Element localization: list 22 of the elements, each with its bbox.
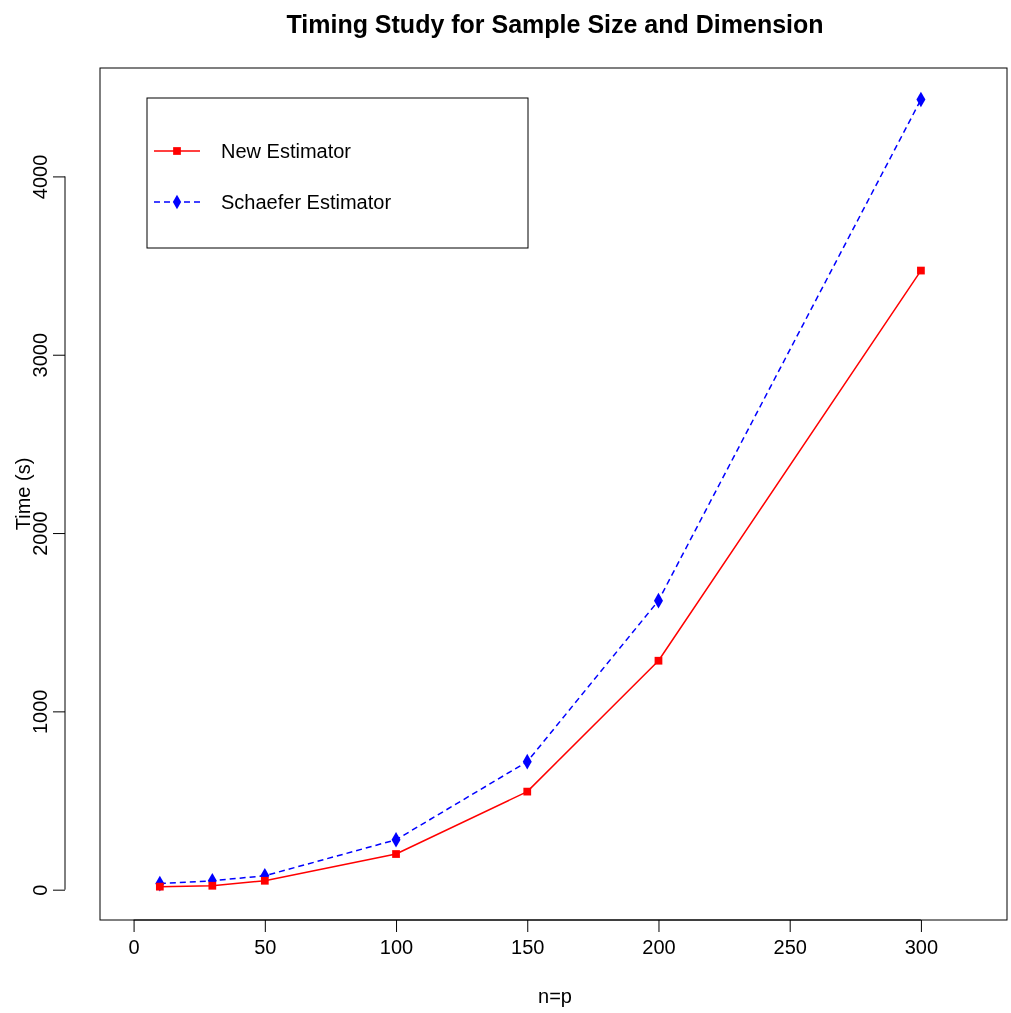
point [208,881,217,890]
x-tick-label: 200 [642,936,676,959]
legend-label: Schaefer Estimator [221,191,392,213]
y-tick-label: 3000 [29,332,51,378]
y-tick-label: 1000 [29,689,51,735]
point [260,876,269,885]
y-tick-label: 0 [29,884,51,896]
x-tick-label: 150 [511,936,545,959]
point [523,787,532,796]
x-tick-label: 300 [904,936,939,959]
legend-label: New Estimator [221,140,352,162]
x-tick-label: 250 [773,936,807,959]
x-tick-label: 0 [128,936,140,959]
chart-title: Timing Study for Sample Size and Dimension [286,10,824,38]
x-tick-label: 100 [379,936,414,959]
point [392,850,400,858]
x-tick-label: 50 [254,936,277,959]
x-axis-title: n=p [538,985,572,1007]
point [654,656,663,665]
y-tick-label: 4000 [29,154,51,200]
point [155,882,164,891]
point [917,266,925,275]
